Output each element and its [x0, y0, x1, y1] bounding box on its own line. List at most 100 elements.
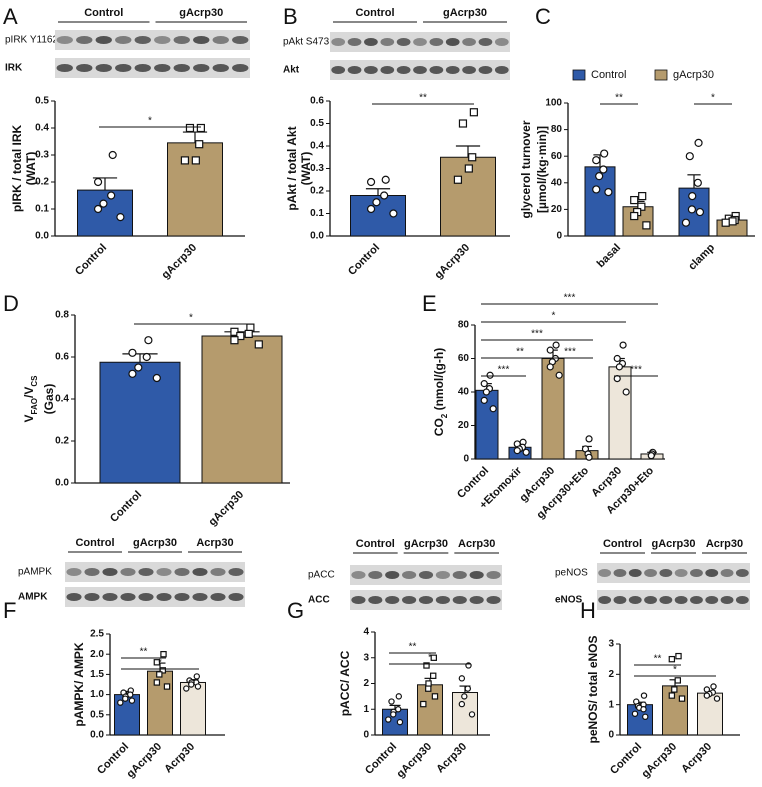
blot-band [445, 38, 460, 46]
data-point [615, 363, 623, 371]
data-point [694, 138, 703, 147]
blot-band [659, 569, 673, 577]
blot-band [494, 38, 509, 46]
data-point [513, 447, 521, 455]
blot-row-label: pAMPK [18, 567, 52, 578]
blot-band [120, 593, 136, 601]
blot-band [469, 596, 484, 604]
blot-band [462, 66, 476, 74]
significance-label: * [189, 313, 193, 324]
y-axis-label-part: 2 [440, 413, 449, 418]
y-tick-label: 20 [458, 420, 470, 431]
blot-strip [597, 563, 750, 583]
blot-strip [65, 587, 245, 607]
significance-label: * [428, 653, 432, 664]
y-tick-label: 0.6 [310, 96, 324, 107]
significance-label: * [673, 665, 677, 676]
data-point [128, 348, 137, 357]
blot-band [413, 38, 427, 46]
y-tick-label: 0.3 [35, 150, 49, 161]
blot-band [445, 66, 460, 74]
y-tick-label: 80 [551, 124, 563, 135]
data-point [372, 198, 381, 207]
blot-group-label: Acrp30 [706, 538, 743, 550]
data-point [230, 336, 239, 345]
legend-label: Control [591, 69, 626, 81]
blot-band [478, 66, 493, 74]
blot-row-label: pIRK Y1162 [5, 35, 58, 46]
x-tick-label: Acrp30 [162, 741, 197, 776]
blot-band [368, 596, 383, 604]
data-point [117, 699, 124, 706]
blot-band [351, 571, 366, 579]
x-tick-label: basal [595, 242, 623, 270]
data-point [128, 697, 136, 704]
y-tick-label: 100 [545, 98, 562, 109]
legend-swatch [654, 69, 668, 81]
x-tick-label: Acrp30 [434, 741, 469, 776]
significance-label: ** [409, 642, 417, 653]
data-point [604, 188, 613, 197]
blot-band [429, 38, 444, 46]
data-point [366, 177, 376, 187]
y-tick-label: 40 [551, 177, 563, 188]
data-point [183, 685, 190, 692]
y-tick-label: 0.5 [310, 118, 324, 129]
data-point [631, 710, 639, 717]
blot-band [76, 36, 93, 44]
y-tick-label: 60 [458, 353, 470, 364]
significance-label: ** [654, 654, 662, 665]
blot-band [228, 593, 244, 601]
blot-band [402, 596, 417, 604]
x-tick-label: gAcrp30 [207, 489, 247, 529]
blot-band [76, 64, 93, 72]
data-point [116, 213, 125, 222]
data-point [134, 363, 143, 372]
blot-band [396, 38, 411, 46]
y-tick-label: 2.5 [90, 629, 104, 640]
x-tick-label: gAcrp30 [640, 741, 680, 781]
blot-band [674, 596, 688, 604]
data-point [630, 211, 639, 221]
blot-band [598, 569, 612, 577]
blot-band [418, 596, 434, 604]
panel-letter: A [3, 4, 18, 29]
y-tick-label: 0.2 [310, 186, 324, 197]
data-point [600, 149, 609, 158]
data-point [430, 654, 437, 661]
significance-label: * [711, 93, 715, 104]
data-point [619, 341, 627, 349]
blot-row-label: AMPK [18, 592, 48, 603]
y-axis-label: VFAO/VCS [22, 375, 38, 423]
data-point [599, 165, 608, 174]
x-tick-label: gAcrp30 [395, 741, 435, 781]
y-tick-label: 1.5 [90, 669, 104, 680]
data-point [180, 156, 190, 165]
blot-band [192, 568, 208, 576]
bar [452, 692, 478, 736]
blot-band [192, 593, 208, 601]
blot-band [331, 66, 346, 74]
data-point [546, 346, 554, 354]
data-point [592, 156, 601, 165]
blot-group-label: Acrp30 [458, 538, 495, 550]
data-point [482, 388, 490, 396]
y-tick-label: 0 [363, 730, 369, 741]
blot-band [644, 569, 657, 577]
blot-row-label: ACC [308, 595, 330, 606]
bar [114, 694, 140, 736]
y-tick-label: 0 [556, 231, 562, 242]
data-point [244, 329, 253, 338]
blot-band [154, 36, 171, 44]
blot-group-label: Control [355, 7, 394, 19]
blot-band [228, 568, 244, 576]
blot-band [435, 596, 450, 604]
blot-band [134, 64, 151, 72]
blot-band [380, 66, 395, 74]
data-point [425, 685, 432, 692]
data-point [480, 396, 488, 404]
data-point [395, 706, 402, 713]
data-point [128, 369, 137, 378]
data-point [160, 650, 167, 658]
data-point [592, 185, 601, 194]
